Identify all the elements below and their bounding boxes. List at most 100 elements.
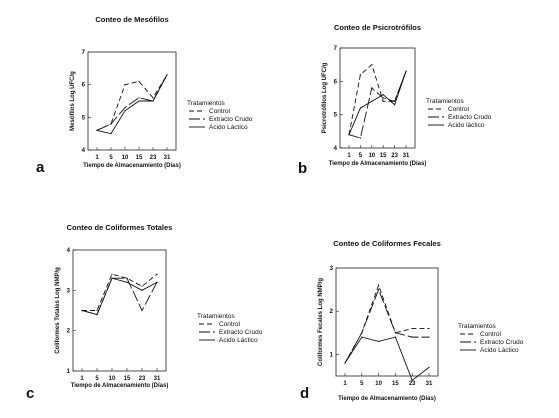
y-tick-label: 2 xyxy=(330,309,334,315)
chart-title: Conteo de Coliformes Totales xyxy=(67,223,173,232)
y-axis-label: Coliformes Totales Log NMP/g xyxy=(55,267,61,354)
data-point xyxy=(382,100,384,102)
data-point xyxy=(359,107,361,109)
plot-frame xyxy=(87,51,177,151)
series-line-3 xyxy=(344,336,430,382)
y-tick-label: 5 xyxy=(82,115,86,121)
x-tick-label: 15 xyxy=(380,153,387,159)
data-point xyxy=(394,104,396,106)
y-tick-label: 2 xyxy=(67,329,71,335)
series-line-2 xyxy=(344,288,429,364)
data-point xyxy=(124,106,126,109)
y-tick-label: 1 xyxy=(67,369,71,375)
x-tick-label: 31 xyxy=(403,153,410,159)
y-axis-label: Mesófilos Log UFC/g xyxy=(70,71,76,131)
y-tick-label: 7 xyxy=(82,50,86,56)
x-tick-label: 31 xyxy=(164,155,171,161)
data-point xyxy=(141,289,143,291)
plot-frame xyxy=(72,249,167,372)
data-point xyxy=(428,366,430,368)
x-tick-label: 23 xyxy=(139,376,146,382)
legend-entry: Extracto Crudo xyxy=(480,339,524,346)
data-point xyxy=(378,340,380,343)
data-point xyxy=(141,309,143,312)
series-line-3 xyxy=(348,71,407,135)
data-point xyxy=(361,336,363,338)
data-point xyxy=(110,123,112,125)
data-point xyxy=(411,379,413,381)
x-tick-label: 5 xyxy=(360,381,364,387)
data-point xyxy=(81,309,83,312)
x-tick-label: 1 xyxy=(80,376,84,382)
x-tick-label: 31 xyxy=(154,376,161,382)
data-point xyxy=(411,327,413,330)
x-tick-label: 5 xyxy=(359,153,363,159)
data-point xyxy=(371,100,373,102)
y-tick-label: 7 xyxy=(334,46,338,52)
legend-entry: Extracto Crudo xyxy=(448,114,492,121)
series-line-1 xyxy=(344,283,429,364)
data-point xyxy=(138,97,140,99)
data-point xyxy=(96,309,98,312)
y-tick-label: 6 xyxy=(82,83,86,89)
legend-title: Tratamientos xyxy=(187,100,225,107)
x-tick-label: 1 xyxy=(343,381,347,387)
data-point xyxy=(166,74,168,76)
y-axis-label: Coliformes Fecales Log NMP/g xyxy=(318,278,324,366)
series-line-1 xyxy=(96,74,168,131)
y-axis-label: Psicrotrófilos Log UFC/g xyxy=(322,62,328,133)
data-point xyxy=(382,94,384,96)
chart-title: Conteo de Mesófilos xyxy=(95,15,168,24)
x-tick-label: 1 xyxy=(347,153,351,159)
data-point xyxy=(111,273,113,275)
data-point xyxy=(111,277,113,279)
chart-title: Conteo de Coliformes Fecales xyxy=(333,239,441,248)
data-point xyxy=(348,134,350,136)
y-tick-label: 1 xyxy=(330,352,334,358)
x-axis-label: Tiempo de Almacenamiento (Días) xyxy=(338,396,436,402)
x-tick-label: 15 xyxy=(124,376,131,382)
y-tick-label: 4 xyxy=(82,148,86,154)
series-line-2 xyxy=(348,71,407,139)
legend-entry: Extracto Crudo xyxy=(219,329,263,336)
legend-entry: Control xyxy=(448,106,470,113)
data-point xyxy=(126,277,128,279)
data-point xyxy=(361,332,363,334)
plot-frame xyxy=(335,267,439,377)
x-tick-label: 10 xyxy=(375,381,382,387)
panel-letter: b xyxy=(298,160,307,177)
y-tick-label: 4 xyxy=(67,248,71,254)
x-tick-label: 15 xyxy=(136,155,143,161)
x-tick-label: 5 xyxy=(109,155,113,161)
y-tick-label: 3 xyxy=(67,288,71,294)
data-point xyxy=(96,313,98,316)
data-point xyxy=(394,100,396,102)
data-point xyxy=(378,289,380,291)
data-point xyxy=(405,70,407,72)
legend-title: Tratamientos xyxy=(197,313,235,320)
plot-frame xyxy=(339,47,416,149)
legend-entry: Acido Láctico xyxy=(219,337,258,344)
series-line-1 xyxy=(348,63,407,135)
x-tick-label: 23 xyxy=(409,381,416,387)
data-point xyxy=(428,336,430,338)
data-point xyxy=(110,133,112,135)
legend-entry: Acido Láctico xyxy=(480,347,519,354)
data-point xyxy=(394,336,396,338)
series-line-3 xyxy=(81,277,158,316)
y-tick-label: 5 xyxy=(334,113,338,119)
data-point xyxy=(371,87,373,89)
x-axis-label: Tiempo de Almacenamiento (Días) xyxy=(71,383,169,389)
data-point xyxy=(411,336,413,338)
x-axis-label: Tiempo de Almacenamiento (Días) xyxy=(83,163,181,169)
legend-entry: Control xyxy=(209,108,231,115)
series-line-3 xyxy=(96,74,168,135)
chart-title: Conteo de Psicrotrófilos xyxy=(334,23,421,32)
x-tick-label: 15 xyxy=(392,381,399,387)
